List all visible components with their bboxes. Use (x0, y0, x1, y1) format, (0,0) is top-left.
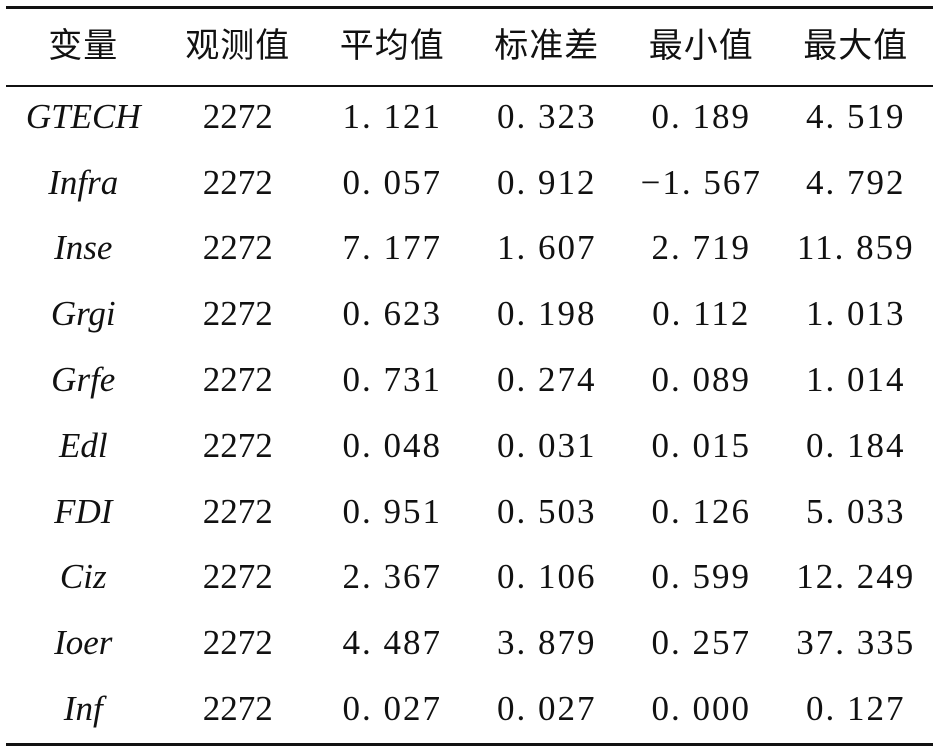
variable-name-cell: Inse (54, 228, 113, 268)
observations-cell: 2272 (202, 557, 273, 597)
min-cell: 0. 599 (651, 557, 751, 597)
observations-cell: 2272 (202, 491, 273, 531)
observations-cell: 2272 (202, 162, 273, 202)
mean-cell: 0. 048 (342, 425, 442, 465)
std-dev-cell: 0. 912 (497, 162, 597, 202)
max-cell: 4. 792 (806, 162, 906, 202)
min-cell: 2. 719 (651, 228, 751, 268)
min-cell: 0. 189 (651, 96, 751, 136)
observations-cell: 2272 (202, 360, 273, 400)
table-row: Infra 2272 0. 057 0. 912 −1. 567 4. 792 (6, 150, 933, 216)
max-cell: 1. 014 (806, 360, 906, 400)
column-header-std-dev: 标准差 (494, 25, 600, 66)
mean-cell: 2. 367 (342, 557, 442, 597)
column-header-observations: 观测值 (185, 25, 291, 66)
variable-name-cell: Infra (48, 162, 119, 202)
min-cell: 0. 112 (652, 294, 751, 334)
max-cell: 12. 249 (796, 557, 916, 597)
table-row: GTECH 2272 1. 121 0. 323 0. 189 4. 519 (6, 84, 933, 150)
table-row: Ioer 2272 4. 487 3. 879 0. 257 37. 335 (6, 610, 933, 676)
mean-cell: 0. 057 (342, 162, 442, 202)
variable-name-cell: Inf (63, 689, 103, 729)
table-header-row: 变量 观测值 平均值 标准差 最小值 最大值 (6, 0, 933, 84)
mean-cell: 7. 177 (342, 228, 442, 268)
max-cell: 11. 859 (796, 228, 915, 268)
variable-name-cell: Ioer (54, 623, 113, 663)
mean-cell: 0. 731 (342, 360, 442, 400)
std-dev-cell: 0. 274 (497, 360, 597, 400)
table-row: FDI 2272 0. 951 0. 503 0. 126 5. 033 (6, 479, 933, 545)
variable-name-cell: GTECH (25, 96, 141, 136)
max-cell: 1. 013 (806, 294, 906, 334)
column-header-max: 最大值 (803, 25, 909, 66)
column-header-mean: 平均值 (339, 25, 445, 66)
observations-cell: 2272 (202, 294, 273, 334)
descriptive-statistics-table: 变量 观测值 平均值 标准差 最小值 最大值 GTECH 2272 1. 121… (6, 0, 933, 742)
column-header-variable: 变量 (48, 25, 119, 66)
max-cell: 4. 519 (806, 96, 906, 136)
table-row: Inse 2272 7. 177 1. 607 2. 719 11. 859 (6, 216, 933, 282)
table-header-rule (6, 85, 933, 87)
std-dev-cell: 1. 607 (497, 228, 597, 268)
table-top-rule (6, 6, 933, 9)
table-row: Inf 2272 0. 027 0. 027 0. 000 0. 127 (6, 676, 933, 742)
mean-cell: 1. 121 (342, 96, 442, 136)
observations-cell: 2272 (202, 96, 273, 136)
variable-name-cell: FDI (54, 491, 113, 531)
max-cell: 5. 033 (806, 491, 906, 531)
min-cell: 0. 126 (651, 491, 751, 531)
mean-cell: 0. 623 (342, 294, 442, 334)
observations-cell: 2272 (202, 689, 273, 729)
table-row: Edl 2272 0. 048 0. 031 0. 015 0. 184 (6, 413, 933, 479)
table-bottom-rule (6, 743, 933, 746)
observations-cell: 2272 (202, 228, 273, 268)
variable-name-cell: Grfe (51, 360, 116, 400)
table-row: Grgi 2272 0. 623 0. 198 0. 112 1. 013 (6, 281, 933, 347)
std-dev-cell: 0. 106 (497, 557, 597, 597)
max-cell: 0. 127 (806, 689, 906, 729)
max-cell: 0. 184 (806, 425, 906, 465)
min-cell: 0. 000 (651, 689, 751, 729)
observations-cell: 2272 (202, 425, 273, 465)
mean-cell: 0. 027 (342, 689, 442, 729)
std-dev-cell: 0. 031 (497, 425, 597, 465)
std-dev-cell: 3. 879 (497, 623, 597, 663)
std-dev-cell: 0. 323 (497, 96, 597, 136)
min-cell: −1. 567 (640, 162, 762, 202)
min-cell: 0. 089 (651, 360, 751, 400)
min-cell: 0. 257 (651, 623, 751, 663)
table-row: Grfe 2272 0. 731 0. 274 0. 089 1. 014 (6, 347, 933, 413)
column-header-min: 最小值 (648, 25, 754, 66)
mean-cell: 4. 487 (342, 623, 442, 663)
std-dev-cell: 0. 027 (497, 689, 597, 729)
variable-name-cell: Edl (58, 425, 108, 465)
std-dev-cell: 0. 198 (497, 294, 597, 334)
std-dev-cell: 0. 503 (497, 491, 597, 531)
variable-name-cell: Ciz (59, 557, 107, 597)
mean-cell: 0. 951 (342, 491, 442, 531)
table-row: Ciz 2272 2. 367 0. 106 0. 599 12. 249 (6, 545, 933, 611)
variable-name-cell: Grgi (50, 294, 116, 334)
max-cell: 37. 335 (796, 623, 916, 663)
min-cell: 0. 015 (651, 425, 751, 465)
observations-cell: 2272 (202, 623, 273, 663)
